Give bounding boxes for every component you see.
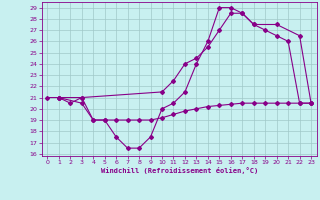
X-axis label: Windchill (Refroidissement éolien,°C): Windchill (Refroidissement éolien,°C) (100, 167, 258, 174)
